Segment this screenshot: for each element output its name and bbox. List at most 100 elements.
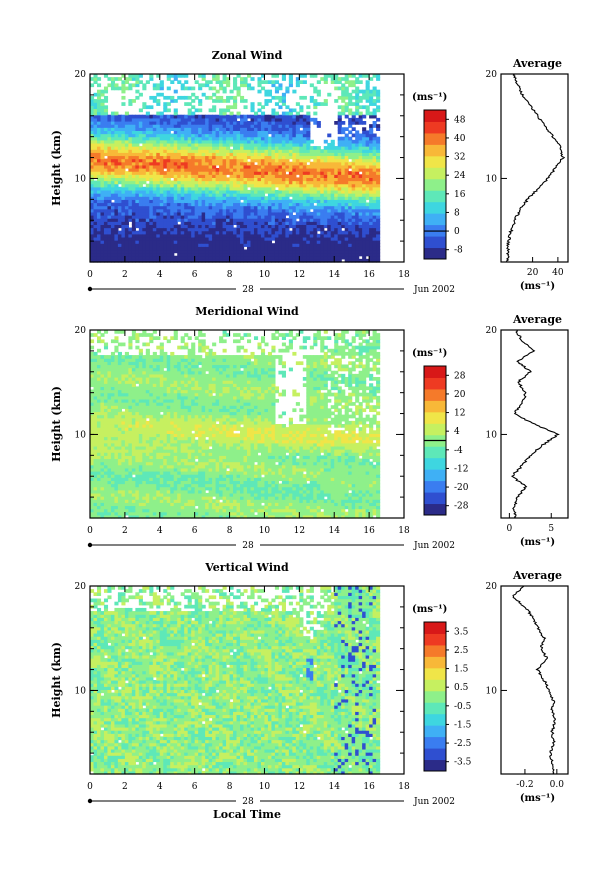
heatmap-cell bbox=[198, 196, 203, 200]
heatmap-cell bbox=[173, 249, 178, 254]
heatmap-cell bbox=[138, 168, 143, 172]
heatmap-cell bbox=[96, 258, 102, 263]
heatmap-cell bbox=[156, 177, 161, 182]
heatmap-cell bbox=[100, 149, 105, 153]
heatmap-cell bbox=[180, 124, 185, 128]
heatmap-cell bbox=[177, 146, 182, 150]
heatmap-cell bbox=[103, 161, 109, 166]
heatmap-cell bbox=[173, 133, 178, 138]
heatmap-cell bbox=[159, 180, 164, 185]
heatmap-cell bbox=[191, 149, 196, 153]
heatmap-cell bbox=[170, 164, 175, 169]
heatmap-cell bbox=[138, 183, 143, 188]
heatmap-cell bbox=[107, 161, 112, 166]
heatmap-cell bbox=[194, 211, 199, 216]
heatmap-cell bbox=[114, 336, 119, 340]
heatmap-cell bbox=[166, 230, 171, 235]
heatmap-cell bbox=[152, 224, 157, 229]
heatmap-cell bbox=[222, 86, 227, 91]
heatmap-cell bbox=[191, 180, 196, 185]
heatmap-cell bbox=[145, 149, 150, 153]
heatmap-cell bbox=[170, 227, 175, 232]
heatmap-cell bbox=[152, 215, 157, 219]
heatmap-cells bbox=[90, 74, 381, 263]
heatmap-cell bbox=[138, 236, 143, 241]
heatmap-cell bbox=[121, 164, 126, 169]
heatmap-cell bbox=[96, 127, 102, 131]
heatmap-cell bbox=[177, 95, 182, 100]
heatmap-cell bbox=[124, 351, 129, 356]
heatmap-cell bbox=[166, 243, 171, 247]
heatmap-cell bbox=[194, 189, 199, 194]
heatmap-cell bbox=[194, 80, 199, 84]
heatmap-cell bbox=[180, 211, 185, 216]
heatmap-cell bbox=[100, 211, 105, 216]
heatmap-cell bbox=[96, 161, 102, 166]
heatmap-cell bbox=[152, 236, 157, 241]
heatmap-cell bbox=[135, 215, 140, 219]
heatmap-cell bbox=[166, 221, 171, 225]
heatmap-cell bbox=[107, 196, 112, 200]
heatmap-cell bbox=[163, 158, 168, 163]
heatmap-cell bbox=[100, 355, 105, 359]
heatmap-cell bbox=[100, 161, 105, 166]
heatmap-cell bbox=[316, 121, 321, 125]
heatmap-cell bbox=[110, 168, 116, 172]
heatmap-cell bbox=[96, 177, 102, 182]
heatmap-cell bbox=[110, 255, 116, 260]
heatmap-cell bbox=[191, 211, 196, 216]
heatmap-cell bbox=[250, 77, 255, 81]
heatmap-cell bbox=[128, 155, 133, 160]
heatmap-cell bbox=[177, 255, 182, 260]
heatmap-cell bbox=[184, 177, 189, 182]
heatmap-cell bbox=[135, 77, 140, 81]
heatmap-cell bbox=[309, 211, 314, 216]
heatmap-cell bbox=[187, 202, 192, 207]
heatmap-cell bbox=[156, 202, 161, 207]
heatmap-cell bbox=[187, 180, 192, 185]
heatmap-cell bbox=[128, 86, 133, 91]
heatmap-cell bbox=[107, 152, 112, 157]
heatmap-cell bbox=[152, 199, 157, 204]
heatmap-cell bbox=[198, 149, 203, 153]
heatmap-cell bbox=[90, 243, 95, 247]
heatmap-cell bbox=[131, 74, 136, 78]
heatmap-cell bbox=[288, 161, 293, 166]
colorbar-label: 48 bbox=[454, 115, 466, 125]
heatmap-cell bbox=[149, 133, 154, 138]
heatmap-cell bbox=[135, 117, 140, 122]
heatmap-cell bbox=[166, 158, 171, 163]
heatmap-cell bbox=[128, 102, 133, 106]
heatmap-cell bbox=[114, 146, 119, 150]
heatmap-cell bbox=[138, 243, 143, 247]
heatmap-cell bbox=[240, 114, 245, 119]
heatmap-cell bbox=[107, 186, 112, 191]
heatmap-cell bbox=[142, 189, 147, 194]
heatmap-cell bbox=[93, 230, 98, 235]
heatmap-cell bbox=[103, 218, 109, 222]
heatmap-cell bbox=[337, 105, 342, 110]
heatmap-cell bbox=[173, 227, 178, 232]
heatmap-cell bbox=[355, 117, 360, 122]
heatmap-cell bbox=[170, 205, 175, 210]
heatmap-cell bbox=[299, 114, 304, 119]
heatmap-cell bbox=[170, 155, 175, 160]
heatmap-cell bbox=[191, 164, 196, 169]
heatmap-cell bbox=[124, 183, 129, 188]
heatmap-cell bbox=[152, 168, 157, 172]
heatmap-cell bbox=[96, 102, 102, 106]
heatmap-cell bbox=[96, 105, 102, 110]
heatmap-cell bbox=[96, 114, 102, 119]
heatmap-cell bbox=[191, 240, 196, 244]
heatmap-cell bbox=[145, 230, 150, 235]
heatmap-cell bbox=[149, 74, 154, 78]
heatmap-cell bbox=[348, 161, 353, 166]
heatmap-cell bbox=[131, 152, 136, 157]
heatmap-cell bbox=[124, 158, 129, 163]
heatmap-cell bbox=[267, 89, 273, 94]
heatmap-cell bbox=[135, 114, 140, 119]
heatmap-cell bbox=[121, 158, 126, 163]
heatmap-cell bbox=[145, 114, 150, 119]
heatmap-cell bbox=[131, 230, 136, 235]
heatmap-cell bbox=[110, 224, 116, 229]
